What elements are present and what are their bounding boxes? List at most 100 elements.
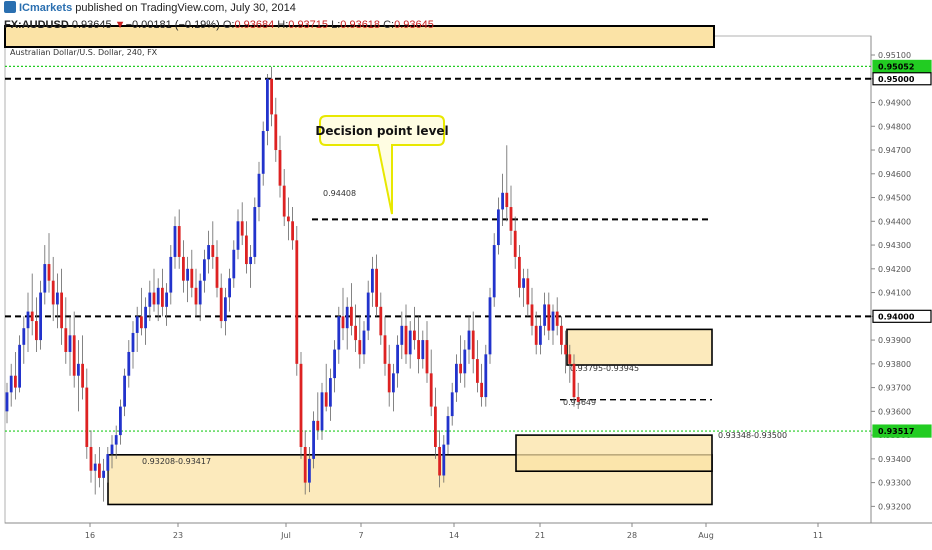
y-tick-label: 0.94200 <box>878 265 911 274</box>
candle-body <box>442 444 446 476</box>
candle-body <box>455 363 458 393</box>
candle-body <box>240 221 244 236</box>
y-tick-label: 0.94100 <box>878 289 911 298</box>
price-label-text: 0.93517 <box>878 427 914 436</box>
candle-body <box>392 373 395 393</box>
callout-bubble <box>319 115 445 215</box>
candle-body <box>358 340 362 355</box>
x-tick-label: 28 <box>627 531 637 540</box>
candle-body <box>51 280 55 305</box>
candle-body <box>417 340 420 360</box>
x-tick-label: Jul <box>280 531 291 540</box>
candle-body <box>173 226 177 257</box>
supply-demand-zone <box>515 434 713 473</box>
candle-body <box>198 280 202 305</box>
candle-body <box>308 458 311 483</box>
y-tick-label: 0.93900 <box>878 336 911 345</box>
candle-body <box>438 446 441 476</box>
candle-body <box>26 311 30 329</box>
candle-body <box>333 349 336 379</box>
y-tick-label: 0.94600 <box>878 170 911 179</box>
candle-body <box>501 192 504 210</box>
candle-body <box>530 304 534 326</box>
candle-body <box>93 463 97 471</box>
candle-body <box>446 416 450 445</box>
candle-body <box>341 316 345 329</box>
candle-body <box>219 287 223 322</box>
price-label-box <box>872 309 932 323</box>
y-tick-label: 0.93600 <box>878 407 911 416</box>
candle-body <box>35 321 38 341</box>
candle-body <box>539 325 542 345</box>
candle-body <box>98 463 101 478</box>
candle-body <box>186 268 189 281</box>
publisher-logo-icon <box>4 1 16 13</box>
symbol: FX:AUDUSD <box>4 19 69 31</box>
candle-body <box>564 344 567 355</box>
candle-body <box>287 216 290 222</box>
high-value: 0.93715 <box>288 19 329 31</box>
candle-body <box>47 264 51 281</box>
last-price: 0.93645 <box>71 19 112 31</box>
x-tick-label: 21 <box>535 531 545 540</box>
published-on: published on TradingView.com, July 30, 2… <box>75 2 296 14</box>
price-label-box <box>872 424 932 438</box>
level-label: 0.93649 <box>563 398 596 407</box>
candle-body <box>467 330 471 350</box>
candle-body <box>236 221 240 250</box>
close-value: 0.93645 <box>394 19 434 31</box>
candle-body <box>224 297 227 322</box>
candle-body <box>257 173 261 208</box>
candle-body <box>81 363 84 388</box>
candle-body <box>22 328 26 345</box>
price-label-text: 0.94000 <box>878 312 915 321</box>
candle-body <box>572 363 576 398</box>
low-label: L: <box>331 19 341 31</box>
candle-body <box>408 330 412 355</box>
candle-body <box>387 363 391 393</box>
candle-body <box>211 245 215 257</box>
candle-body <box>560 325 563 345</box>
down-arrow-icon: ▼ <box>114 19 126 31</box>
candle-body <box>450 392 454 417</box>
y-tick-label: 0.93300 <box>878 479 911 488</box>
candle-body <box>60 292 63 329</box>
candle-body <box>127 351 131 376</box>
candle-body <box>354 325 357 341</box>
candle-body <box>291 221 294 241</box>
candle-body <box>488 297 492 355</box>
candle-body <box>459 363 462 374</box>
candle-body <box>320 392 324 431</box>
candle-body <box>72 335 76 376</box>
candle-body <box>400 325 404 345</box>
candle-body <box>463 349 467 374</box>
candle-body <box>522 278 525 288</box>
candle-body <box>119 406 122 436</box>
candle-body <box>492 245 496 298</box>
candle-body <box>278 150 282 186</box>
candle-body <box>362 330 366 355</box>
candle-body <box>413 330 416 341</box>
candle-body <box>102 470 105 478</box>
publisher-name[interactable]: ICmarkets <box>19 2 73 14</box>
candle-body <box>85 387 89 447</box>
y-tick-label: 0.94800 <box>878 122 911 131</box>
candle-body <box>56 292 59 305</box>
candle-body <box>14 375 17 388</box>
y-tick-label: 0.93800 <box>878 360 911 369</box>
candle-body <box>518 256 521 288</box>
x-tick-label: 16 <box>85 531 95 540</box>
candle-body <box>30 311 34 322</box>
candle-body <box>207 245 210 260</box>
candle-body <box>9 375 13 393</box>
candle-body <box>245 235 248 265</box>
candle-body <box>110 444 114 455</box>
title-strip <box>4 25 715 48</box>
level-label: 0.94408 <box>323 189 356 198</box>
y-tick-label: 0.94500 <box>878 194 911 203</box>
price-label-text: 0.95052 <box>878 62 914 71</box>
candle-body <box>77 363 80 376</box>
candle-body <box>375 268 378 307</box>
zone-label: 0.93348-0.93500 <box>718 431 787 440</box>
